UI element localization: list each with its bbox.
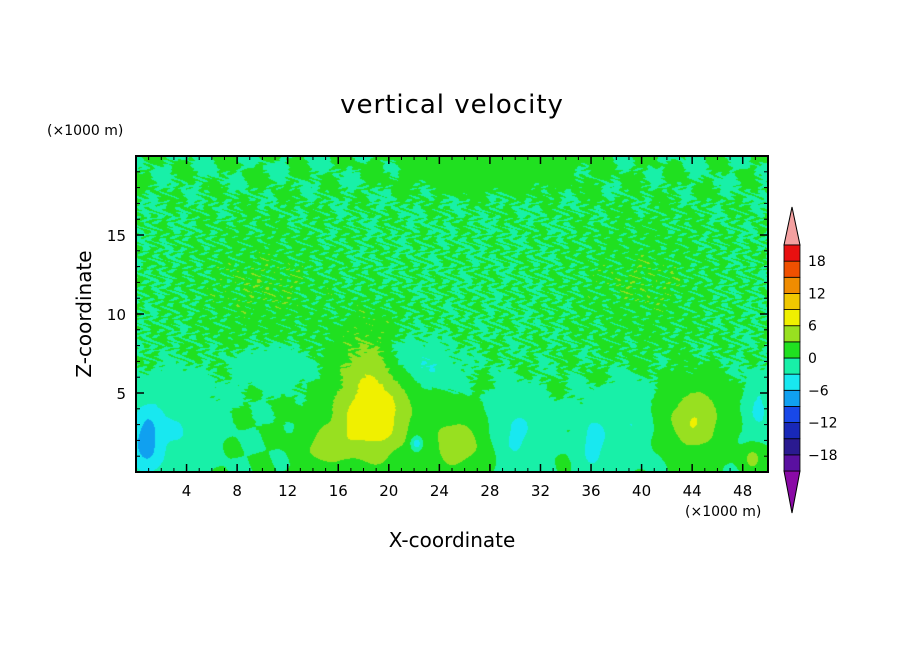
colorbar-bin xyxy=(783,357,801,375)
colorbar-bin xyxy=(783,454,801,472)
colorbar-bin xyxy=(783,438,801,456)
colorbar-bin xyxy=(783,373,801,391)
x-tick-label: 32 xyxy=(531,482,550,500)
y-tick-label: 5 xyxy=(116,385,126,403)
heatmap-field xyxy=(136,156,768,472)
y-axis-label: Z-coordinate xyxy=(72,250,96,377)
colorbar-bin xyxy=(783,260,801,278)
colorbar-tick-label: −12 xyxy=(808,416,838,432)
colorbar-bin xyxy=(783,406,801,423)
y-tick-label: 15 xyxy=(107,227,126,245)
colorbar-tick-label: 18 xyxy=(808,254,826,270)
colorbar-bin xyxy=(783,244,801,262)
x-axis: 4 8 12 16 20 24 28 32 36 40 44 48 xyxy=(148,156,756,500)
colorbar-tick-label: −18 xyxy=(808,448,838,464)
colorbar-bin xyxy=(783,389,801,407)
colorbar-tick-label: 0 xyxy=(808,351,817,367)
x-tick-label: 24 xyxy=(430,482,449,500)
y-tick-label: 10 xyxy=(107,306,126,324)
chart-title: vertical velocity xyxy=(340,90,564,120)
colorbar-tick-label: 6 xyxy=(808,319,817,335)
x-tick-label: 20 xyxy=(379,482,398,500)
colorbar-bin xyxy=(783,422,801,440)
x-tick-label: 28 xyxy=(480,482,499,500)
x-tick-label: 44 xyxy=(683,482,702,500)
colorbar-bin xyxy=(783,276,801,294)
y-axis-unit: (×1000 m) xyxy=(47,123,123,139)
colorbar-bin xyxy=(783,309,801,327)
colorbar-under-triangle xyxy=(783,470,801,514)
colorbar-bin xyxy=(783,341,801,359)
x-axis-label: X-coordinate xyxy=(389,528,516,552)
x-tick-label: 16 xyxy=(329,482,348,500)
colorbar-tick-label: 12 xyxy=(808,286,826,302)
x-tick-label: 36 xyxy=(581,482,600,500)
colorbar-bin xyxy=(783,325,801,343)
x-tick-label: 12 xyxy=(278,482,297,500)
x-tick-label: 40 xyxy=(632,482,651,500)
x-tick-label: 8 xyxy=(232,482,242,500)
x-axis-unit: (×1000 m) xyxy=(685,504,761,520)
x-tick-label: 48 xyxy=(733,482,752,500)
colorbar-over-triangle xyxy=(783,206,801,246)
x-tick-label: 4 xyxy=(182,482,192,500)
colorbar-tick-label: −6 xyxy=(808,383,829,399)
plot-area xyxy=(135,155,769,473)
y-axis: 5 10 15 xyxy=(107,171,768,457)
colorbar: −18 −12 −6 0 6 12 18 xyxy=(783,206,838,514)
colorbar-bin xyxy=(783,293,801,310)
